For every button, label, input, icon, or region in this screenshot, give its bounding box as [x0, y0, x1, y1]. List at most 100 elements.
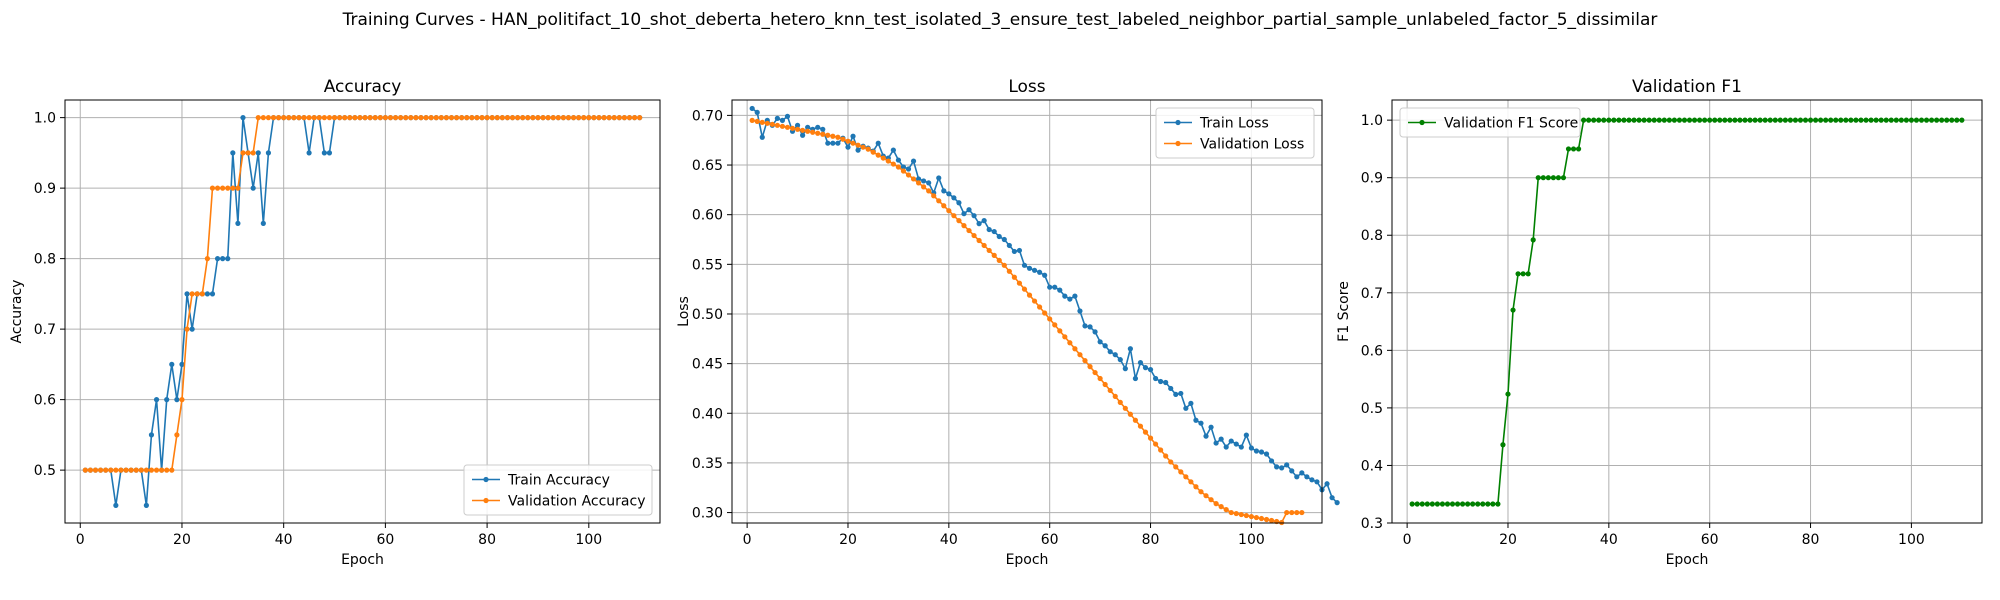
data-point [754, 118, 760, 124]
data-point [326, 115, 333, 121]
data-point [1777, 117, 1783, 123]
data-point [1163, 453, 1169, 459]
data-point [1314, 479, 1320, 485]
data-point [885, 158, 891, 164]
data-point [1591, 117, 1597, 123]
data-point [1047, 284, 1053, 290]
data-point [1001, 262, 1007, 268]
x-tick-label: 80 [1802, 532, 1820, 548]
data-point [230, 150, 236, 156]
data-point [128, 467, 134, 473]
data-point [946, 191, 952, 197]
data-point [153, 397, 160, 403]
data-point [921, 184, 927, 190]
data-point [1223, 444, 1229, 450]
x-tick-label: 20 [839, 532, 857, 548]
data-point [996, 233, 1002, 240]
data-point [179, 361, 185, 367]
data-point [428, 115, 434, 121]
data-point [164, 397, 170, 403]
data-point [981, 218, 987, 224]
data-point [189, 326, 195, 332]
data-point [1284, 509, 1290, 516]
data-point [1158, 447, 1164, 453]
data-point [423, 115, 429, 121]
data-point [367, 115, 373, 121]
data-point [1490, 501, 1496, 507]
data-point [1596, 117, 1602, 123]
data-point [1540, 175, 1546, 181]
data-point [143, 467, 149, 473]
data-point [1727, 117, 1733, 123]
data-point [98, 467, 104, 473]
legend-marker [1175, 140, 1181, 147]
data-point [1858, 117, 1864, 123]
data-point [1163, 379, 1169, 386]
data-point [1072, 346, 1078, 352]
data-point [1279, 465, 1285, 471]
data-point [1122, 366, 1128, 372]
data-point [789, 125, 796, 131]
data-point [448, 115, 455, 121]
data-point [1243, 512, 1249, 519]
data-point [931, 193, 937, 199]
data-point [1001, 236, 1007, 243]
data-point [235, 220, 241, 226]
data-point [1092, 369, 1098, 376]
data-point [464, 115, 470, 121]
subplot-title: Validation F1 [1632, 77, 1742, 97]
x-tick-label: 100 [1238, 532, 1265, 548]
x-axis-label: Epoch [341, 552, 384, 568]
data-point [357, 115, 363, 121]
data-point [286, 115, 292, 121]
y-axis-label: Loss [676, 296, 692, 327]
data-point [1107, 349, 1113, 355]
data-point [1923, 117, 1930, 123]
data-point [1021, 262, 1028, 268]
data-point [1284, 462, 1290, 468]
y-tick-label: 0.7 [1361, 286, 1383, 302]
data-point [936, 175, 942, 181]
data-point [1485, 501, 1491, 507]
data-point [489, 115, 495, 121]
data-point [1168, 385, 1174, 392]
data-point [1147, 366, 1154, 373]
data-point [1117, 357, 1123, 363]
data-point [1057, 328, 1063, 334]
data-point [1470, 501, 1476, 507]
data-point [1787, 117, 1793, 123]
y-tick-label: 0.35 [692, 456, 723, 472]
data-point [905, 172, 912, 178]
data-point [1218, 436, 1224, 442]
legend-label: Validation Accuracy [508, 494, 646, 510]
legend-marker [483, 476, 489, 483]
y-tick-label: 0.55 [692, 257, 723, 273]
data-point [1233, 510, 1239, 517]
data-point [1228, 509, 1234, 516]
y-tick-label: 0.40 [692, 406, 723, 422]
data-point [1661, 117, 1667, 123]
data-point [1258, 449, 1265, 455]
data-point [331, 115, 338, 121]
data-point [900, 164, 907, 170]
data-point [209, 291, 216, 297]
x-tick-label: 0 [743, 532, 752, 548]
data-point [1152, 375, 1159, 382]
data-point [179, 397, 185, 403]
data-point [976, 221, 982, 227]
data-point [910, 158, 917, 164]
x-tick-label: 60 [1701, 532, 1719, 548]
data-point [1334, 500, 1340, 506]
data-point [1439, 501, 1446, 507]
data-point [118, 467, 124, 473]
data-point [103, 467, 109, 473]
data-point [1883, 117, 1889, 123]
data-point [204, 256, 210, 262]
data-point [774, 115, 780, 121]
data-point [1178, 469, 1184, 475]
data-point [1510, 307, 1516, 313]
data-point [1309, 477, 1315, 483]
data-point [1052, 322, 1058, 328]
data-point [1928, 117, 1935, 123]
